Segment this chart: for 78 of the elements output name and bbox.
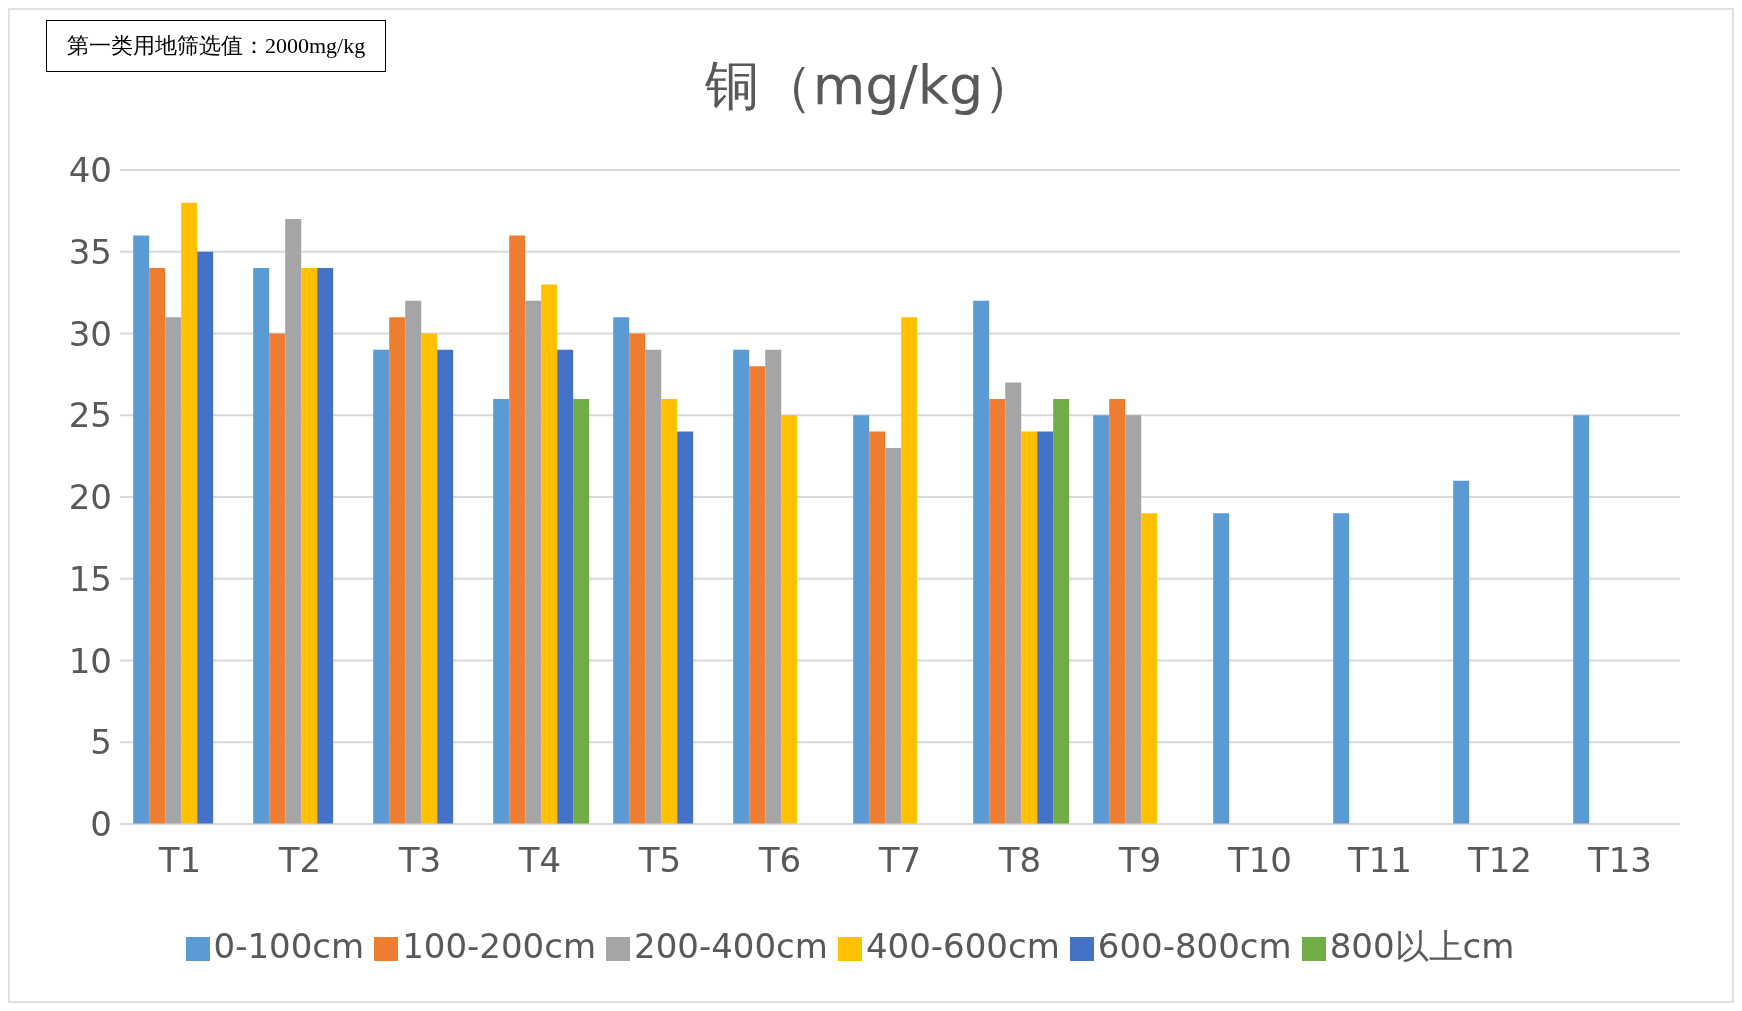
bar — [285, 219, 302, 824]
x-tick-label: T4 — [517, 840, 562, 881]
bar — [1109, 398, 1126, 824]
bar — [853, 415, 870, 824]
x-tick-label: T12 — [1466, 840, 1533, 881]
legend-label: 200-400cm — [634, 926, 828, 966]
bar — [557, 349, 574, 824]
bar — [1093, 415, 1110, 824]
bar — [525, 300, 542, 824]
bar — [389, 317, 406, 824]
text: 第一类用地筛选值：2000mg/kg — [46, 20, 387, 72]
x-tick-label: T11 — [1346, 840, 1413, 881]
x-tick-label: T8 — [997, 840, 1042, 881]
bar — [613, 317, 630, 824]
y-tick-label: 20 — [68, 477, 112, 518]
bar — [1037, 431, 1054, 824]
bar — [645, 349, 662, 824]
bar — [1021, 431, 1038, 824]
bar — [869, 431, 886, 824]
bar — [437, 349, 454, 824]
bar — [765, 349, 782, 824]
y-tick-label: 35 — [68, 231, 112, 272]
bar — [901, 317, 918, 824]
bar — [149, 268, 166, 824]
bar — [1213, 513, 1230, 824]
bar — [269, 333, 286, 824]
x-tick-label: T5 — [637, 840, 682, 881]
bar — [509, 235, 526, 824]
bar — [1453, 480, 1470, 824]
bar — [1141, 513, 1158, 824]
bar — [661, 398, 678, 824]
bar — [973, 300, 990, 824]
bar — [373, 349, 390, 824]
y-tick-label: 5 — [90, 722, 112, 763]
bar — [989, 398, 1006, 824]
y-tick-label: 30 — [68, 313, 112, 354]
bar — [317, 268, 334, 824]
y-tick-label: 25 — [68, 395, 112, 436]
bar — [1333, 513, 1350, 824]
bar — [677, 431, 694, 824]
x-tick-label: T1 — [157, 840, 202, 881]
bar — [1053, 398, 1070, 824]
y-tick-label: 40 — [68, 150, 112, 191]
bar — [197, 251, 214, 824]
bar — [541, 284, 558, 824]
bar — [493, 398, 510, 824]
bar — [253, 268, 270, 824]
bar — [301, 268, 318, 824]
legend-label: 600-800cm — [1097, 926, 1292, 966]
legend-label: 400-600cm — [865, 926, 1060, 966]
legend-label: 800以上cm — [1329, 926, 1515, 966]
bar — [629, 333, 646, 824]
legend-label: 0-100cm — [213, 926, 365, 966]
bar — [405, 300, 422, 824]
x-tick-label: T6 — [757, 840, 802, 881]
bar — [165, 317, 182, 824]
bar — [733, 349, 750, 824]
x-tick-label: T9 — [1117, 840, 1162, 881]
x-tick-label: T13 — [1586, 840, 1653, 881]
x-tick-label: T3 — [397, 840, 442, 881]
bar — [133, 235, 150, 824]
bar — [781, 415, 798, 824]
bar — [421, 333, 438, 824]
y-tick-label: 0 — [90, 804, 112, 845]
bar — [749, 366, 766, 824]
y-tick-label: 10 — [68, 640, 112, 681]
x-tick-label: T10 — [1226, 840, 1293, 881]
legend-label: 100-200cm — [402, 926, 597, 966]
y-tick-label: 15 — [68, 558, 112, 599]
bar — [1005, 382, 1022, 824]
bar — [885, 447, 902, 824]
bar — [1573, 415, 1590, 824]
x-tick-label: T2 — [277, 840, 322, 881]
x-tick-label: T7 — [877, 840, 922, 881]
bar — [1125, 415, 1142, 824]
bar — [181, 202, 198, 824]
chart-title: 铜（mg/kg） — [704, 54, 1038, 117]
bar — [573, 398, 590, 824]
